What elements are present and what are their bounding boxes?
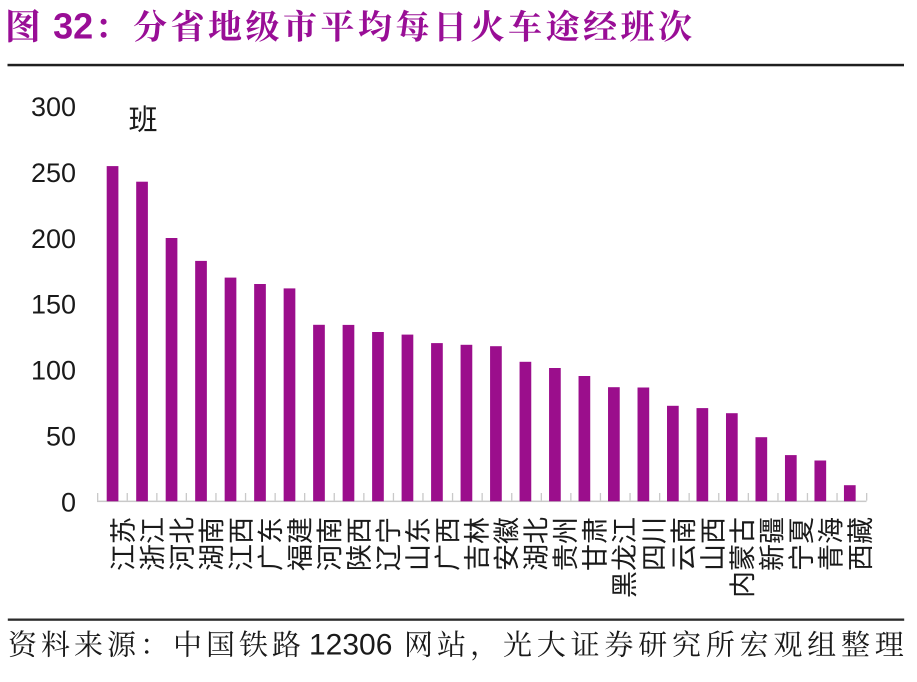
svg-text:300: 300 (31, 92, 76, 122)
svg-text:250: 250 (31, 158, 76, 188)
svg-text:200: 200 (31, 224, 76, 254)
svg-text:32: 32 (53, 6, 93, 47)
svg-text:100: 100 (31, 356, 76, 386)
svg-text:50: 50 (46, 421, 76, 451)
svg-text:12306: 12306 (309, 629, 392, 662)
svg-text:0: 0 (61, 487, 76, 517)
svg-text:150: 150 (31, 290, 76, 320)
